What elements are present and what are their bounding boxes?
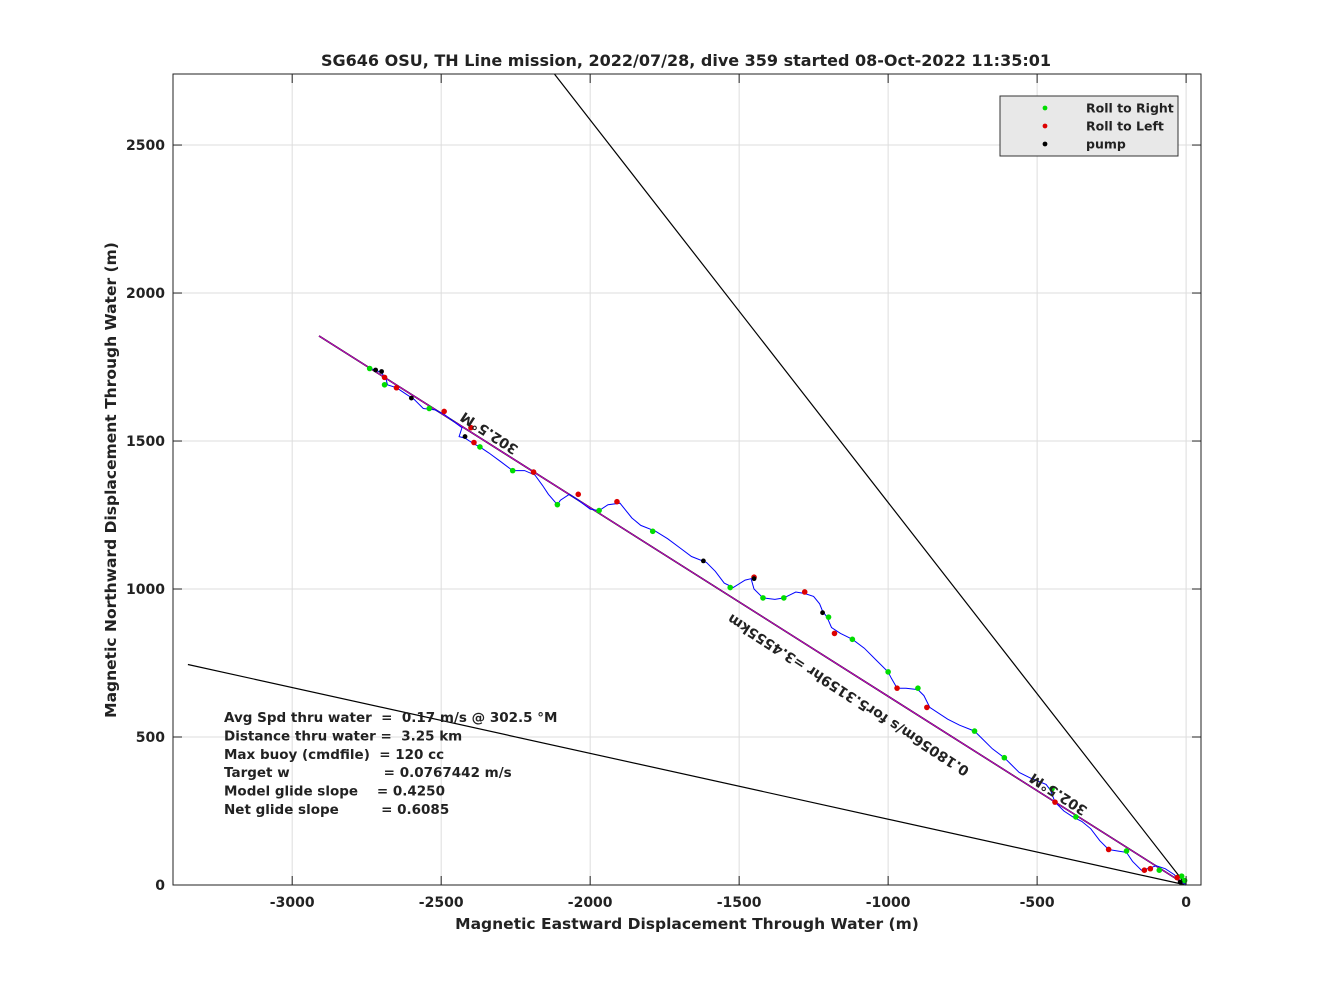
x-tick-label: 0 xyxy=(1181,895,1191,911)
annotations: 302.5°M 302.5°M 0.18056m/s for5.3159hr =3.… xyxy=(458,408,1091,818)
speed-label: 0.18056m/s for5.3159hr =3.4555km xyxy=(725,610,972,778)
legend-box xyxy=(999,95,1179,157)
roll-right-point xyxy=(915,685,921,691)
roll-right-point xyxy=(1049,786,1055,792)
roll-left-point xyxy=(1174,874,1180,881)
stat-line: Net glide slope = 0.6085 xyxy=(224,802,449,818)
stat-line: Max buoy (cmdfile) = 120 cc xyxy=(224,747,444,763)
roll-right-point xyxy=(554,501,561,508)
cone-line xyxy=(187,663,1187,886)
heading-label-upper: 302.5°M xyxy=(458,408,521,457)
x-tick-label: -2000 xyxy=(568,895,613,911)
roll-left-point xyxy=(1105,846,1112,853)
roll-right-point xyxy=(825,614,832,620)
roll-right-point xyxy=(596,507,602,514)
roll-left-point xyxy=(1147,865,1154,872)
roll-right-point xyxy=(760,595,766,601)
x-tick-label: -3000 xyxy=(270,895,315,911)
stat-line: Avg Spd thru water = 0.17 m/s @ 302.5 °M xyxy=(224,710,557,726)
pump-point xyxy=(751,576,757,582)
roll-right-point xyxy=(1073,814,1079,820)
roll-left-point xyxy=(575,491,582,498)
track-line xyxy=(369,368,1187,886)
roll-left-point xyxy=(801,589,808,595)
legend-label: Roll to Right xyxy=(1086,101,1174,116)
pump-point xyxy=(373,367,379,373)
roll-markers xyxy=(366,365,1188,885)
roll-right-point xyxy=(426,405,433,412)
x-tick-label: -1000 xyxy=(866,895,911,911)
pump-point xyxy=(820,610,825,616)
roll-right-point xyxy=(381,381,388,388)
legend-marker xyxy=(1042,141,1048,147)
roll-left-point xyxy=(381,374,388,381)
roll-right-point xyxy=(366,365,373,372)
stats-block: Avg Spd thru water = 0.17 m/s @ 302.5 °M… xyxy=(224,710,557,818)
roll-left-point xyxy=(393,384,400,391)
y-axis-label: Magnetic Northward Displacement Through … xyxy=(102,242,120,718)
dive-track xyxy=(369,368,1187,886)
roll-right-point xyxy=(1156,867,1163,874)
heading-line xyxy=(318,335,1187,886)
roll-left-point xyxy=(1052,799,1058,805)
stat-line: Distance thru water = 3.25 km xyxy=(224,728,462,744)
roll-right-point xyxy=(971,728,978,734)
legend-marker xyxy=(1042,105,1048,111)
heading-line-magenta xyxy=(318,335,1187,886)
y-tick-label: 1000 xyxy=(126,582,165,598)
roll-left-point xyxy=(471,439,477,446)
legend-label: pump xyxy=(1086,137,1126,152)
grid xyxy=(173,74,1201,886)
y-tick-label: 0 xyxy=(155,878,165,894)
pump-point xyxy=(1177,879,1183,885)
x-tick-label: -1500 xyxy=(717,895,762,911)
stat-line: Model glide slope = 0.4250 xyxy=(224,784,445,800)
pump-point xyxy=(462,434,468,439)
y-tick-label: 500 xyxy=(136,730,165,746)
roll-left-point xyxy=(441,408,447,415)
cone-lines xyxy=(187,73,1187,886)
roll-right-point xyxy=(727,584,734,591)
legend: Roll to Right Roll to Left pump xyxy=(999,95,1179,157)
pump-point xyxy=(408,395,414,401)
roll-right-point xyxy=(509,467,516,474)
pump-point xyxy=(379,369,384,374)
axes-box xyxy=(172,73,1202,886)
roll-right-point xyxy=(1178,873,1185,879)
roll-left-point xyxy=(530,469,537,475)
roll-left-point xyxy=(924,704,930,711)
roll-right-point xyxy=(649,528,656,535)
roll-right-point xyxy=(885,669,891,675)
axis-ticks: -3000 -2500 -2000 -1500 -1000 -500 0 0 500 1000 15… xyxy=(126,74,1201,911)
roll-right-point xyxy=(1001,754,1008,761)
roll-left-point xyxy=(468,424,474,431)
legend-label: Roll to Left xyxy=(1086,119,1164,134)
y-tick-label: 2500 xyxy=(126,138,165,154)
y-tick-label: 2000 xyxy=(126,286,165,302)
pump-point xyxy=(700,558,706,564)
y-tick-label: 1500 xyxy=(126,434,165,450)
x-tick-label: -500 xyxy=(1020,895,1055,911)
roll-right-point xyxy=(849,636,856,643)
roll-right-point xyxy=(781,595,787,601)
x-tick-label: -2500 xyxy=(419,895,464,911)
roll-left-point xyxy=(831,630,838,637)
roll-left-point xyxy=(894,685,900,691)
legend-marker xyxy=(1042,123,1048,129)
x-axis-label: Magnetic Eastward Displacement Through W… xyxy=(455,915,919,933)
roll-right-point xyxy=(1123,848,1130,854)
roll-left-point xyxy=(614,498,620,505)
stat-line: Target w = 0.0767442 m/s xyxy=(224,765,512,781)
cone-line xyxy=(553,73,1187,886)
roll-right-point xyxy=(477,444,483,450)
chart-title: SG646 OSU, TH Line mission, 2022/07/28, … xyxy=(321,51,1051,70)
heading-label-lower: 302.5°M xyxy=(1027,769,1090,818)
roll-left-point xyxy=(1141,867,1148,874)
